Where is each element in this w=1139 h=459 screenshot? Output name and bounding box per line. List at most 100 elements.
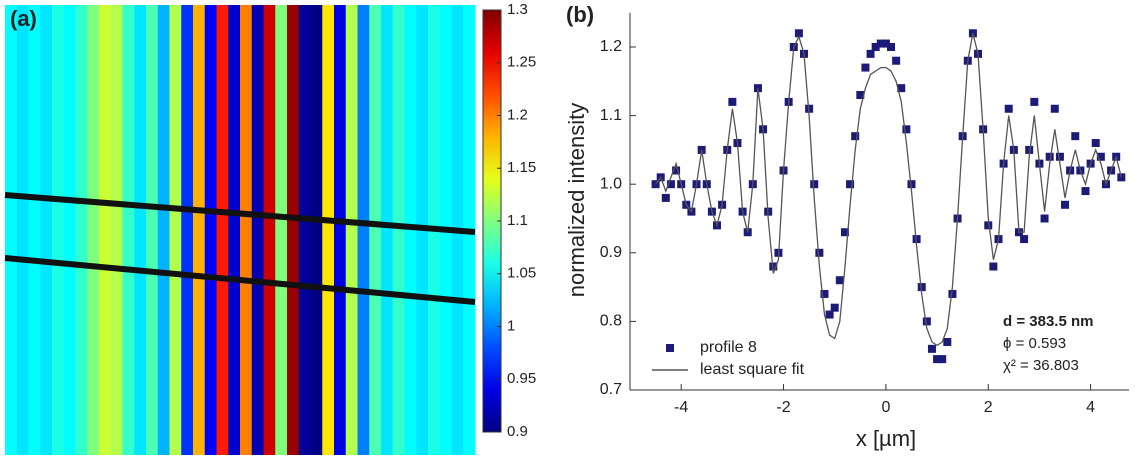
data-point: [1061, 200, 1070, 209]
colorbar-tick-label: 1.2: [507, 106, 528, 123]
heatmap-stripe: [404, 5, 417, 455]
annotation: d = 383.5 nm: [1003, 313, 1093, 330]
legend-label: least square fit: [700, 361, 805, 378]
data-point: [856, 91, 865, 100]
data-point: [943, 337, 952, 346]
heatmap-stripe: [345, 5, 358, 455]
data-point: [651, 180, 660, 189]
data-point: [989, 262, 998, 271]
heatmap-stripe: [134, 5, 147, 455]
profile-line: [4, 192, 476, 235]
colorbar-tick-label: 1.25: [507, 54, 536, 71]
colorbar-tick-label: 1.3: [507, 1, 528, 18]
data-point: [666, 180, 675, 189]
x-axis-label: x [µm]: [856, 426, 916, 451]
heatmap-stripe: [52, 5, 65, 455]
data-point: [661, 193, 670, 202]
heatmap-stripe: [169, 5, 182, 455]
data-point: [1020, 235, 1029, 244]
data-point: [1096, 152, 1105, 161]
data-point: [1040, 214, 1049, 223]
data-point: [1004, 104, 1013, 113]
data-point: [835, 276, 844, 285]
heatmap-stripe: [334, 5, 347, 455]
data-point: [810, 180, 819, 189]
annotation: χ² = 36.803: [1003, 357, 1079, 374]
heatmap-stripe: [263, 5, 276, 455]
data-point: [866, 49, 875, 58]
x-tick-label: -2: [776, 399, 790, 416]
data-point: [825, 310, 834, 319]
data-point: [1025, 145, 1034, 154]
data-point: [846, 180, 855, 189]
data-point: [861, 63, 870, 72]
heatmap-stripe: [28, 5, 41, 455]
heatmap-stripe: [228, 5, 241, 455]
colorbar-tick-label: 0.9: [507, 423, 528, 440]
data-point: [881, 39, 890, 48]
fit-line: [655, 33, 1122, 347]
data-point: [938, 355, 947, 364]
y-tick-label: 0.8: [600, 313, 622, 330]
data-point: [933, 355, 942, 364]
y-tick-label: 0.7: [600, 381, 622, 398]
y-tick-label: 1.0: [600, 175, 622, 192]
data-point: [948, 289, 957, 298]
data-point: [897, 84, 906, 93]
data-point: [728, 97, 737, 106]
data-point: [907, 180, 916, 189]
data-point: [851, 132, 860, 141]
heatmap-stripe: [157, 5, 170, 455]
data-point: [794, 29, 803, 38]
heatmap-stripe: [181, 5, 194, 455]
y-tick-label: 1.1: [600, 107, 622, 124]
heatmap-stripe: [381, 5, 394, 455]
legend-swatch: [666, 344, 674, 352]
data-point: [820, 289, 829, 298]
heatmap-stripe: [16, 5, 29, 455]
data-point: [840, 228, 849, 237]
data-point: [1071, 132, 1080, 141]
colorbar-tick-label: 1.1: [507, 212, 528, 229]
heatmap-stripe: [287, 5, 300, 455]
heatmap-stripe: [204, 5, 217, 455]
heatmap-stripe: [251, 5, 264, 455]
data-point: [876, 39, 885, 48]
heatmap-stripe: [75, 5, 88, 455]
data-point: [984, 221, 993, 230]
heatmap-stripe: [357, 5, 370, 455]
y-axis-label: normalized intensity: [564, 103, 589, 297]
heatmap-stripe: [63, 5, 76, 455]
data-point: [672, 166, 681, 175]
data-point: [1117, 173, 1126, 182]
data-point: [871, 43, 880, 51]
colorbar-tick-label: 0.95: [507, 370, 536, 387]
heatmap-stripe: [322, 5, 335, 455]
panel-label: (a): [10, 6, 37, 31]
colorbar-tick-label: 1: [507, 317, 515, 334]
data-point: [917, 283, 926, 292]
y-tick-label: 0.9: [600, 244, 622, 261]
data-point: [887, 43, 896, 51]
data-point: [830, 303, 839, 312]
heatmap-stripe: [110, 5, 123, 455]
legend-label: profile 8: [700, 339, 757, 356]
heatmap-stripe: [122, 5, 135, 455]
heatmap-stripe: [40, 5, 53, 455]
data-point: [1045, 152, 1054, 161]
x-tick-label: 4: [1086, 399, 1095, 416]
data-point: [815, 248, 824, 257]
heatmap-stripe: [275, 5, 288, 455]
heatmap-stripe: [392, 5, 405, 455]
colorbar-tick-label: 1.05: [507, 265, 536, 282]
panel-label: (b): [566, 2, 594, 27]
data-point: [1030, 97, 1039, 106]
heatmap: [5, 5, 476, 455]
x-tick-label: 0: [881, 399, 890, 416]
heatmap-stripe: [87, 5, 100, 455]
x-tick-label: -4: [674, 399, 688, 416]
heatmap-stripe: [298, 5, 311, 455]
profile-line: [4, 255, 476, 305]
data-point: [927, 344, 936, 353]
